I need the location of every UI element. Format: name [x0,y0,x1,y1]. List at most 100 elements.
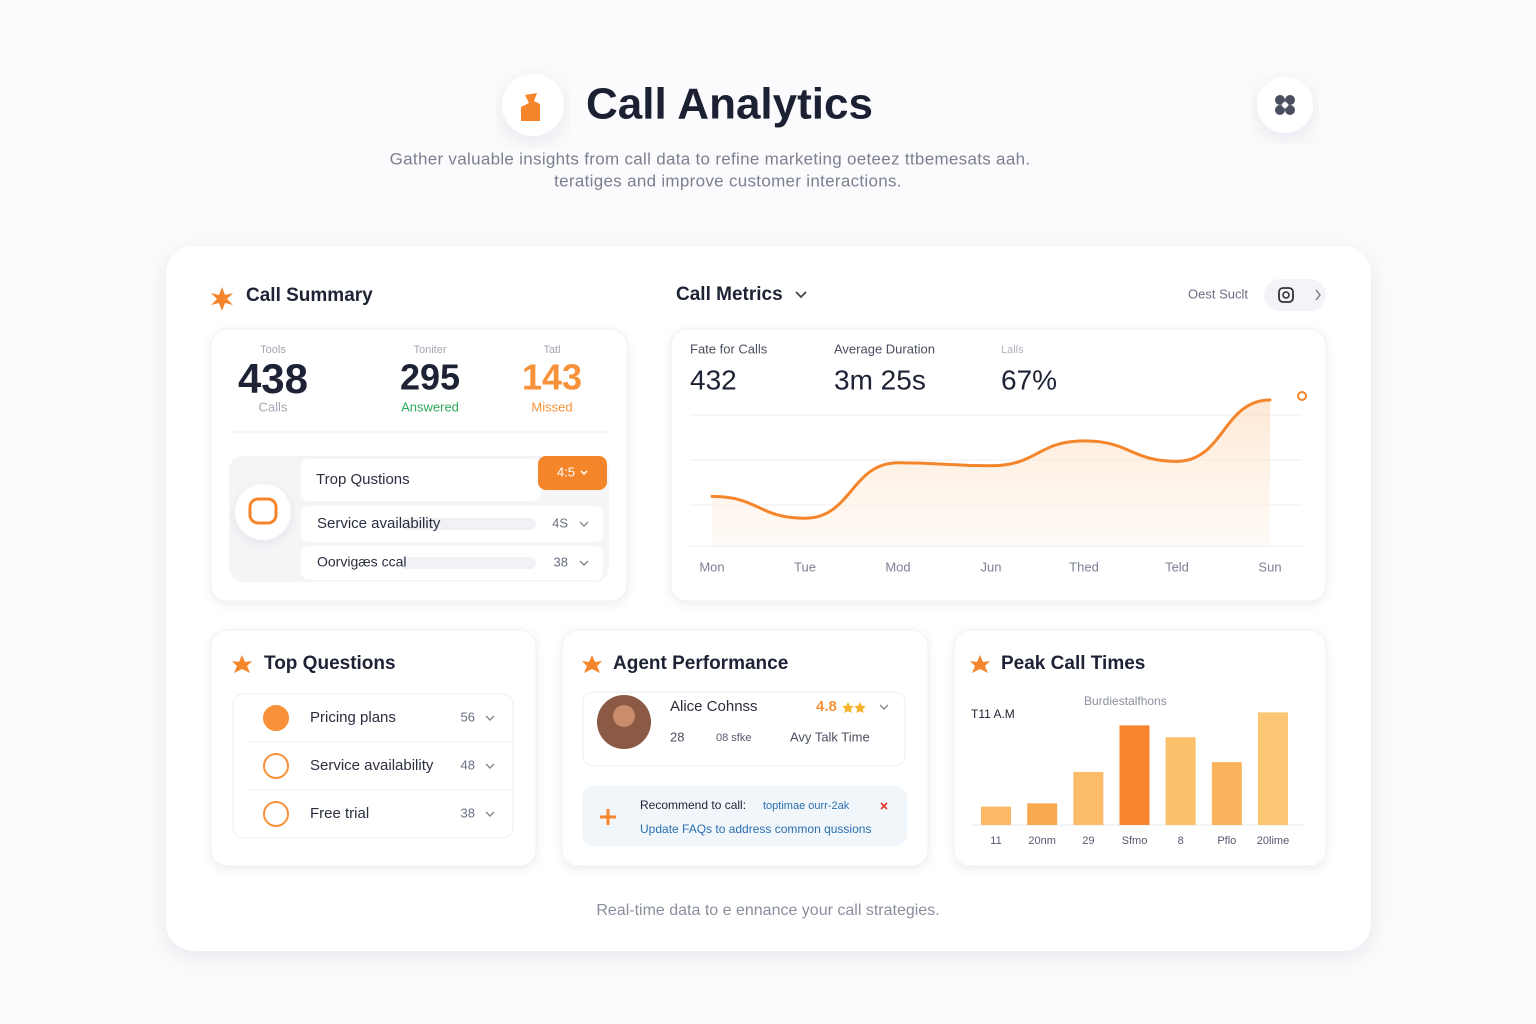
camera-lens [1282,291,1290,299]
x-tick-label: Teld [1165,559,1189,574]
row-chevron[interactable] [579,560,589,566]
bar [1165,737,1196,825]
stat-label: Toniter [413,344,446,356]
stat-label: Tatl [543,344,560,356]
metric-value: 3m 25s [834,364,926,395]
row-icon [263,801,289,827]
question-count: 38 [554,554,568,569]
settings-icon [1275,95,1295,115]
section-title: Call Summary [246,285,373,306]
row-chevron[interactable] [579,521,589,527]
stat-caption: Missed [531,399,572,414]
section-icon [211,287,233,311]
question-count: 56 [461,709,475,724]
close-icon[interactable] [880,802,888,810]
metric-label: Lalls [1001,344,1024,356]
bar [1073,771,1104,825]
dropdown-chevron[interactable] [795,291,807,299]
question-label: Oorvigæs ccal [317,554,406,570]
stat-value: 295 [400,357,460,398]
footer-text: Real-time data to e ennance your call st… [596,902,939,919]
section-title: Agent Performance [613,653,788,674]
rating-star [842,702,854,713]
end-dot [1297,391,1307,401]
bar [1027,803,1058,825]
camera-icon [1278,287,1294,303]
question-count: 48 [461,757,475,772]
row-chevron[interactable] [879,704,889,710]
stat-caption: Calls [259,399,288,414]
x-tick-label: Jun [981,559,1002,574]
question-label: Service availability [317,515,441,532]
section-title: Top Questions [264,653,396,674]
recommend-label: Recommend to call: [640,798,746,812]
question-count: 4S [552,515,568,530]
rating-star [854,702,866,713]
bar [981,806,1011,825]
peak-time: T11 A.M [971,707,1015,721]
row-icon [263,705,289,731]
stat-caption: Answered [401,399,459,414]
question-label: Pricing plans [310,709,396,726]
x-tick-label: 8 [1178,835,1184,847]
page-title: Call Analytics [586,80,873,129]
question-label: Free trial [310,805,369,822]
questions-icon [248,497,278,525]
search-label: Oest Suclt [1188,286,1248,301]
recommend-target: toptimae ourr-2ak [763,800,850,812]
x-tick-label: Mon [699,559,724,574]
row-chevron[interactable] [485,763,495,769]
stat-label: Tools [260,344,286,356]
recommendation-box [582,786,907,846]
x-tick-label: Pflo [1217,835,1236,847]
x-tick-label: Sun [1258,559,1281,574]
chart-area [712,400,1270,546]
row-track [400,518,536,530]
section-title: Peak Call Times [1001,653,1145,674]
question-label: Service availability [310,757,434,774]
bar [1119,725,1150,825]
next-chevron[interactable] [1315,289,1321,301]
agent-name: Alice Cohnss [670,698,758,715]
stat-value: 438 [238,355,308,402]
row-icon [263,753,289,779]
section-icon [970,655,990,673]
agent-row [582,691,906,767]
bar [1211,762,1242,825]
x-tick-label: 29 [1082,835,1094,847]
row-chevron[interactable] [485,715,495,721]
section-title: Call Metrics [676,284,783,305]
question-count: 38 [461,805,475,820]
subtitle: Gather valuable insights from call data … [390,149,1031,168]
row-chevron[interactable] [485,811,495,817]
stat-value: 143 [522,357,582,398]
questions-avatar [235,484,291,540]
top-questions-list [232,693,514,839]
x-tick-label: Thed [1069,559,1099,574]
section-icon [582,655,602,673]
metric-value: 432 [690,364,737,395]
chart-subtitle: Burdiestalfhons [1084,694,1167,708]
agent-calls: 28 [670,729,684,744]
x-tick-label: Tue [794,559,816,574]
agent-rating: 4.8 [816,698,837,715]
questions-header [301,459,541,501]
row-track [400,557,536,569]
badge-chevron[interactable] [580,470,588,476]
x-tick-label: 20lime [1257,835,1289,847]
x-tick-label: 20nm [1028,835,1056,847]
agent-duration: 08 sfke [716,732,751,744]
x-tick-label: Sfmo [1122,835,1148,847]
chart-line [710,398,1272,520]
logo-icon [521,93,540,121]
x-tick-label: 11 [990,835,1001,847]
metric-label: Fate for Calls [690,341,768,356]
metric-value: 67% [1001,364,1057,395]
agent-face [613,705,635,727]
search-button[interactable] [1264,279,1326,311]
questions-badge[interactable] [538,456,607,490]
badge: 4:5 [557,464,575,479]
